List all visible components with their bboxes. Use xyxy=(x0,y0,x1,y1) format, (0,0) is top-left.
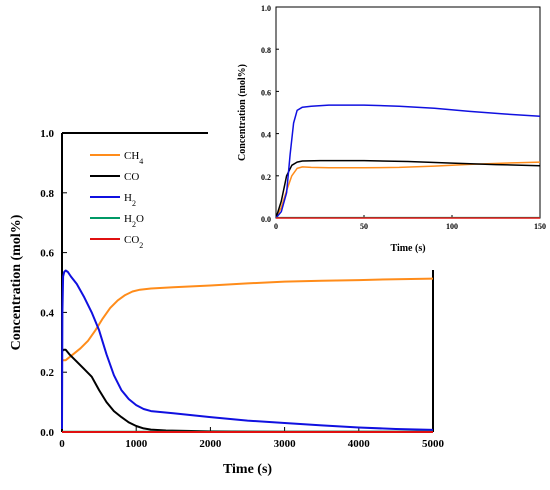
main-x-tick-label: 1000 xyxy=(125,438,148,450)
inset-y-tick-label: 0.6 xyxy=(261,88,271,97)
inset-x-tick-label: 0 xyxy=(274,222,278,231)
main-y-tick-label: 0.6 xyxy=(40,248,54,260)
main-x-tick-label: 0 xyxy=(59,438,65,450)
inset-series-co xyxy=(275,159,541,219)
inset-series-h2 xyxy=(275,104,541,219)
legend: CH4 CO H2 H2O CO2 xyxy=(90,150,144,250)
main-x-tick-label: 2000 xyxy=(199,438,222,450)
inset-plot: 0 50 100 150 0.0 0.2 0.4 0.6 0.8 1.0 Time (s) Conce… xyxy=(237,4,546,254)
inset-x-axis-title: Time (s) xyxy=(390,243,425,254)
legend-label-co2: CO2 xyxy=(124,234,143,250)
main-y-tick-label: 0.0 xyxy=(40,427,54,439)
inset-y-tick-label: 0.4 xyxy=(261,131,271,140)
main-series-co xyxy=(61,348,433,433)
main-y-tick-label: 0.2 xyxy=(40,367,54,379)
main-series-ch4 xyxy=(62,277,434,362)
inset-frame xyxy=(275,6,541,219)
main-y-axis-title: Concentration (mol%) xyxy=(9,214,24,350)
inset-x-tick-label: 50 xyxy=(360,222,368,231)
inset-y-tick-label: 0.2 xyxy=(261,173,271,182)
main-x-axis-title: Time (s) xyxy=(223,462,272,477)
main-x-tick-label: 4000 xyxy=(348,438,371,450)
main-y-tick-label: 0.4 xyxy=(40,307,54,319)
inset-y-axis-title: Concentration (mol%) xyxy=(237,64,248,161)
main-y-tick-label: 1.0 xyxy=(40,128,54,140)
inset-y-tick-label: 0.0 xyxy=(261,215,271,224)
main-y-tick-label: 0.8 xyxy=(40,188,54,200)
main-x-tick-label: 3000 xyxy=(274,438,297,450)
legend-label-ch4: CH4 xyxy=(124,150,143,166)
main-x-tick-label: 5000 xyxy=(422,438,445,450)
inset-x-tick-label: 100 xyxy=(446,222,458,231)
inset-y-tick-label: 1.0 xyxy=(261,4,271,13)
inset-y-tick-label: 0.8 xyxy=(261,46,271,55)
main-plot: 0 1000 2000 3000 4000 5000 0.0 0.2 0.4 0.6 0.8 1.0 T… xyxy=(9,128,445,477)
main-series-h2 xyxy=(61,269,434,431)
legend-label-h2: H2 xyxy=(124,192,136,208)
inset-x-tick-label: 150 xyxy=(534,222,546,231)
legend-label-h2o: H2O xyxy=(124,213,144,229)
legend-label-co: CO xyxy=(124,171,139,183)
